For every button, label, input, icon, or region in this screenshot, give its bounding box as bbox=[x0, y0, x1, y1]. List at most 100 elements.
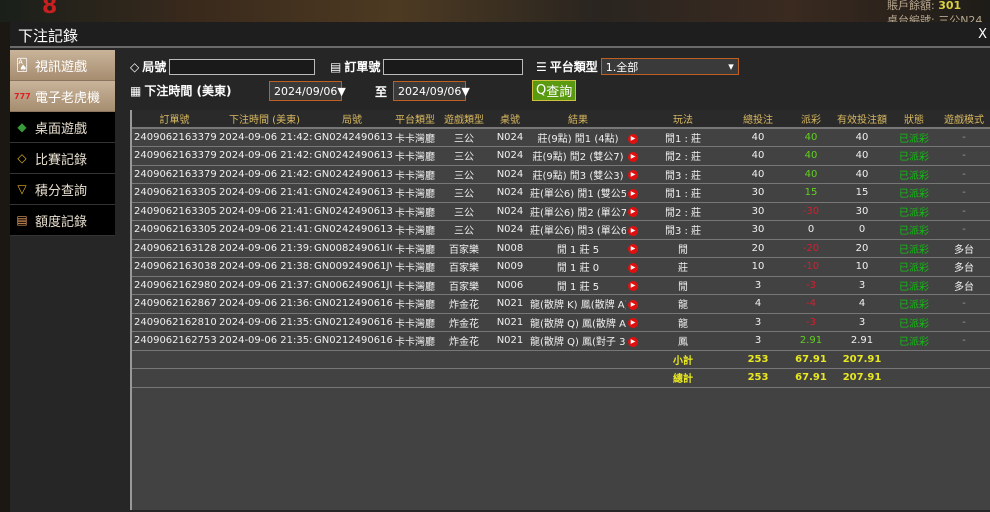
play-replay-button[interactable]: ▶ bbox=[626, 294, 640, 314]
valid-bet-cell: 2.91 bbox=[832, 331, 892, 351]
bet-time-cell: 2024-09-06 21:36:37 bbox=[217, 294, 312, 314]
close-button[interactable]: X bbox=[978, 27, 987, 42]
chevron-down-icon: ▾ bbox=[728, 60, 734, 73]
payout-cell: 0 bbox=[790, 220, 832, 240]
play-replay-button[interactable]: ▶ bbox=[626, 276, 640, 295]
table-number-cell: N008 bbox=[490, 239, 530, 258]
bet-type-cell: 龍 bbox=[640, 294, 726, 314]
result-cell: 莊(9點) 閒1 (4點) bbox=[530, 128, 626, 147]
sidebar-item-label: 額度記錄 bbox=[35, 214, 88, 230]
play-replay-button[interactable]: ▶ bbox=[626, 331, 640, 351]
sidebar-item-label: 視訊遊戲 bbox=[35, 59, 88, 75]
game-type-cell: 三公 bbox=[438, 165, 490, 184]
platform-type-cell: 卡卡灣廳 bbox=[392, 202, 438, 221]
game-mode-cell: - bbox=[936, 128, 990, 147]
play-icon: ▶ bbox=[628, 244, 638, 255]
play-replay-button[interactable]: ▶ bbox=[626, 220, 640, 240]
sidebar-item-credit-records[interactable]: ▤ 額度記錄 bbox=[10, 205, 115, 236]
bet-record-modal: 下注記錄 X 🂡 視訊遊戲 777 電子老虎機 ◆ 桌面遊戲 ◇ 比賽記錄 ▽ 積分查詢 … bbox=[10, 22, 990, 512]
game-background: 8 賬戶餘額: 301 桌台編號: 三公N24 bbox=[0, 0, 990, 27]
payout-cell: 2.91 bbox=[790, 331, 832, 351]
sidebar-item-slots[interactable]: 777 電子老虎機 bbox=[10, 81, 115, 112]
play-replay-button[interactable]: ▶ bbox=[626, 313, 640, 332]
column-header: 局號 bbox=[312, 110, 392, 129]
play-icon: ▶ bbox=[628, 336, 638, 347]
sidebar-item-match-records[interactable]: ◇ 比賽記錄 bbox=[10, 143, 115, 174]
result-cell: 閒 1 莊 0 bbox=[530, 257, 626, 277]
sidebar-item-points[interactable]: ▽ 積分查詢 bbox=[10, 174, 115, 205]
bet-time-cell: 2024-09-06 21:35:15 bbox=[217, 331, 312, 351]
play-replay-button[interactable]: ▶ bbox=[626, 165, 640, 184]
valid-bet-cell: 10 bbox=[832, 257, 892, 277]
bet-time-cell: 2024-09-06 21:42:27 bbox=[217, 128, 312, 147]
game-mode-cell: - bbox=[936, 331, 990, 351]
game-mode-cell: - bbox=[936, 294, 990, 314]
diamond-icon: ▽ bbox=[17, 182, 27, 196]
play-icon: ▶ bbox=[628, 225, 638, 236]
total-bet-cell: 4 bbox=[726, 294, 790, 314]
table-row: 2409062163128902024-09-06 21:39:31GN0082… bbox=[132, 239, 990, 258]
table-row: 2409062162753622024-09-06 21:35:15GN0212… bbox=[132, 331, 990, 351]
game-type-cell: 炸金花 bbox=[438, 294, 490, 314]
sidebar-item-table-games[interactable]: ◆ 桌面遊戲 bbox=[10, 112, 115, 143]
platform-select[interactable]: 1.全部 ▾ bbox=[600, 58, 739, 75]
query-button[interactable]: Q 查詢 bbox=[532, 80, 577, 101]
subtotal-payout: 67.91 bbox=[790, 350, 832, 369]
payout-cell: 40 bbox=[790, 165, 832, 184]
play-icon: ▶ bbox=[628, 318, 638, 329]
order-input[interactable] bbox=[383, 58, 524, 75]
bet-type-cell: 閒1 : 莊 bbox=[640, 128, 726, 147]
result-cell: 莊(9點) 閒3 (雙公3) bbox=[530, 165, 626, 184]
table-row: 2409062163379042024-09-06 21:42:27GN0242… bbox=[132, 146, 990, 166]
play-icon: ▶ bbox=[628, 207, 638, 218]
play-icon: ▶ bbox=[628, 262, 638, 273]
column-header: 結果 bbox=[530, 110, 626, 129]
platform-type-cell: 卡卡灣廳 bbox=[392, 239, 438, 258]
round-number-cell: GN0242490613E bbox=[312, 128, 392, 147]
table-number-cell: N024 bbox=[490, 128, 530, 147]
play-icon: ▶ bbox=[628, 281, 638, 292]
sidebar-item-video-games[interactable]: 🂡 視訊遊戲 bbox=[10, 50, 115, 81]
date-to-select[interactable]: 2024/09/06 ▼ bbox=[393, 81, 470, 101]
balance-label: 賬戶餘額: bbox=[887, 0, 935, 12]
order-number-cell: 240906216275362 bbox=[132, 331, 217, 351]
to-label: 至 bbox=[375, 85, 388, 99]
total-bet-cell: 3 bbox=[726, 276, 790, 295]
order-number-cell: 240906216330579 bbox=[132, 202, 217, 221]
valid-bet-cell: 15 bbox=[832, 183, 892, 203]
play-replay-button[interactable]: ▶ bbox=[626, 257, 640, 277]
result-cell: 閒 1 莊 5 bbox=[530, 276, 626, 295]
play-icon: ▶ bbox=[628, 188, 638, 199]
result-cell: 莊(單公6) 閒2 (單公7) bbox=[530, 202, 626, 221]
payout-cell: -3 bbox=[790, 313, 832, 332]
subtotal-valid: 207.91 bbox=[832, 350, 892, 369]
play-replay-button[interactable]: ▶ bbox=[626, 183, 640, 203]
play-replay-button[interactable]: ▶ bbox=[626, 146, 640, 166]
round-input[interactable] bbox=[169, 58, 316, 75]
table-header-row: 訂單號 下注時間 (美東) 局號 平台類型 遊戲類型 桌號 結果 玩法 總投注 派彩 有效投注額 狀態… bbox=[132, 110, 990, 129]
round-number-cell: GN0242490613D bbox=[312, 202, 392, 221]
table-row: 2409062162810232024-09-06 21:35:55GN0212… bbox=[132, 313, 990, 332]
game-mode-cell: 多台 bbox=[936, 257, 990, 277]
sidebar-item-label: 電子老虎機 bbox=[35, 90, 101, 106]
records-table: 訂單號 下注時間 (美東) 局號 平台類型 遊戲類型 桌號 結果 玩法 總投注 派彩 有效投注額 狀態… bbox=[132, 110, 990, 388]
column-header: 下注時間 (美東) bbox=[217, 110, 312, 129]
total-bet: 253 bbox=[726, 368, 790, 388]
play-replay-button[interactable]: ▶ bbox=[626, 202, 640, 221]
game-type-cell: 百家樂 bbox=[438, 239, 490, 258]
order-number-cell: 240906216281023 bbox=[132, 313, 217, 332]
status-cell: 已派彩 bbox=[892, 276, 936, 295]
platform-type-cell: 卡卡灣廳 bbox=[392, 257, 438, 277]
payout-cell: -20 bbox=[790, 239, 832, 258]
game-mode-cell: 多台 bbox=[936, 239, 990, 258]
empty-cell bbox=[132, 350, 640, 369]
play-replay-button[interactable]: ▶ bbox=[626, 128, 640, 147]
order-number-cell: 240906216298057 bbox=[132, 276, 217, 295]
game-type-cell: 三公 bbox=[438, 183, 490, 203]
game-type-cell: 三公 bbox=[438, 128, 490, 147]
bet-type-cell: 閒3 : 莊 bbox=[640, 165, 726, 184]
subtotal-bet: 253 bbox=[726, 350, 790, 369]
bet-time-cell: 2024-09-06 21:37:56 bbox=[217, 276, 312, 295]
date-from-select[interactable]: 2024/09/06 ▼ bbox=[269, 81, 346, 101]
play-replay-button[interactable]: ▶ bbox=[626, 239, 640, 258]
